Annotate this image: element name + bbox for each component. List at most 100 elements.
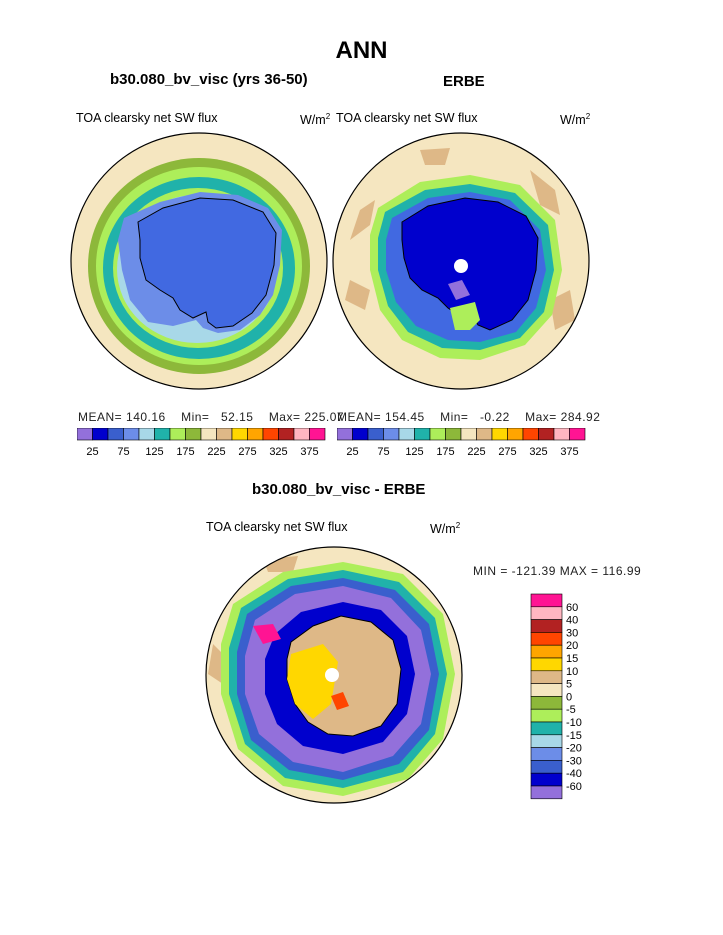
colorbar-swatch: [77, 428, 93, 441]
colorbar-tick-label: 0: [566, 691, 572, 703]
colorbar-swatch: [530, 657, 563, 672]
obs-units-label: W/m2: [560, 112, 591, 128]
colorbar-tick-label: 30: [566, 627, 578, 639]
colorbar-swatch: [309, 428, 326, 441]
colorbar-swatch: [530, 670, 563, 684]
colorbar-tick-label: 275: [498, 446, 516, 458]
obs-antarctica-ice: [401, 197, 539, 331]
colorbar-swatch: [367, 428, 384, 441]
colorbar-tick-label: -10: [566, 717, 582, 729]
colorbar-tick-label: 225: [207, 446, 225, 458]
colorbar-swatch: [247, 428, 264, 441]
diff-peninsula-high: [253, 624, 281, 644]
colorbar-swatch: [538, 428, 555, 441]
model-panel-title: b30.080_bv_visc (yrs 36-50): [110, 71, 308, 88]
colorbar-swatch: [569, 428, 586, 441]
colorbar-swatch: [398, 428, 415, 441]
model-stats: MEAN= 140.16 Min= 52.15 Max= 225.07: [78, 410, 345, 424]
obs-stats: MEAN= 154.45 Min= -0.22 Max= 284.92: [337, 410, 601, 424]
colorbar-tick-label: 20: [566, 640, 578, 652]
colorbar-tick-label: 25: [346, 446, 358, 458]
colorbar-swatch: [445, 428, 462, 441]
colorbar-swatch: [278, 428, 295, 441]
colorbar-swatch: [530, 785, 563, 800]
colorbar-tick-label: 225: [467, 446, 485, 458]
diff-panel-title: b30.080_bv_visc - ERBE: [252, 481, 426, 498]
colorbar-swatch: [200, 428, 217, 441]
colorbar-swatch: [530, 696, 563, 710]
obs-panel-title: ERBE: [443, 73, 485, 90]
colorbar-swatch: [414, 428, 431, 441]
colorbar-tick-label: 275: [238, 446, 256, 458]
colorbar-swatch: [293, 428, 310, 441]
colorbar-tick-label: -15: [566, 730, 582, 742]
colorbar-swatch: [530, 708, 563, 723]
diff-yellow-region: [287, 644, 338, 719]
diff-pole-gap: [325, 668, 339, 682]
obs-ross-shelf: [450, 302, 480, 330]
diff-polar-map: [205, 546, 463, 804]
colorbar-tick-label: -20: [566, 743, 582, 755]
colorbar-swatch: [216, 428, 233, 441]
colorbar-tick-label: 25: [86, 446, 98, 458]
colorbar-swatch: [530, 644, 563, 659]
colorbar-swatch: [530, 747, 563, 761]
model-polar-map: [70, 132, 328, 390]
colorbar-swatch: [107, 428, 124, 441]
colorbar-swatch: [530, 721, 563, 736]
colorbar-swatch: [169, 428, 186, 441]
colorbar-swatch: [507, 428, 524, 441]
colorbar-swatch: [185, 428, 202, 441]
colorbar-swatch: [553, 428, 570, 441]
colorbar-swatch: [337, 428, 353, 441]
colorbar-tick-label: 175: [436, 446, 454, 458]
colorbar-swatch: [429, 428, 446, 441]
colorbar-tick-label: 325: [269, 446, 287, 458]
colorbar-swatch: [352, 428, 369, 441]
obs-colorbar: 25 75 125 175 225 275 325 375: [337, 428, 586, 458]
obs-variable-label: TOA clearsky net SW flux: [336, 111, 478, 125]
obs-polar-map: [332, 132, 590, 390]
colorbar-swatch: [530, 760, 563, 774]
colorbar-tick-label: -60: [566, 781, 582, 793]
colorbar-swatch: [491, 428, 508, 441]
colorbar-tick-label: 60: [566, 602, 578, 614]
model-variable-label: TOA clearsky net SW flux: [76, 111, 218, 125]
colorbar-tick-label: -40: [566, 768, 582, 780]
colorbar-tick-label: -30: [566, 755, 582, 767]
colorbar-tick-label: 125: [405, 446, 423, 458]
colorbar-tick-label: 375: [300, 446, 318, 458]
colorbar-tick-label: 40: [566, 615, 578, 627]
colorbar-tick-label: 15: [566, 653, 578, 665]
colorbar-tick-label: 10: [566, 666, 578, 678]
diff-units-label: W/m2: [430, 521, 461, 537]
colorbar-tick-label: 125: [145, 446, 163, 458]
colorbar-tick-label: 175: [176, 446, 194, 458]
page-title: ANN: [335, 37, 388, 64]
colorbar-swatch: [530, 632, 563, 646]
model-antarctica-ice: [137, 197, 277, 329]
diff-variable-label: TOA clearsky net SW flux: [206, 520, 348, 534]
colorbar-swatch: [530, 772, 563, 787]
colorbar-swatch: [262, 428, 279, 441]
colorbar-swatch: [530, 619, 563, 633]
colorbar-swatch: [530, 683, 563, 697]
colorbar-swatch: [522, 428, 539, 441]
model-units-label: W/m2: [300, 112, 331, 128]
diff-minmax: MIN = -121.39 MAX = 116.99: [473, 564, 642, 578]
colorbar-swatch: [231, 428, 248, 441]
colorbar-swatch: [123, 428, 140, 441]
colorbar-swatch: [92, 428, 109, 441]
colorbar-swatch: [138, 428, 155, 441]
colorbar-tick-label: 325: [529, 446, 547, 458]
colorbar-swatch: [460, 428, 477, 441]
diff-ross-high: [331, 692, 349, 710]
colorbar-tick-label: 75: [117, 446, 129, 458]
colorbar-swatch: [530, 593, 563, 608]
colorbar-tick-label: -5: [566, 704, 576, 716]
colorbar-swatch: [530, 606, 563, 620]
colorbar-tick-label: 75: [377, 446, 389, 458]
colorbar-swatch: [154, 428, 171, 441]
colorbar-swatch: [383, 428, 400, 441]
